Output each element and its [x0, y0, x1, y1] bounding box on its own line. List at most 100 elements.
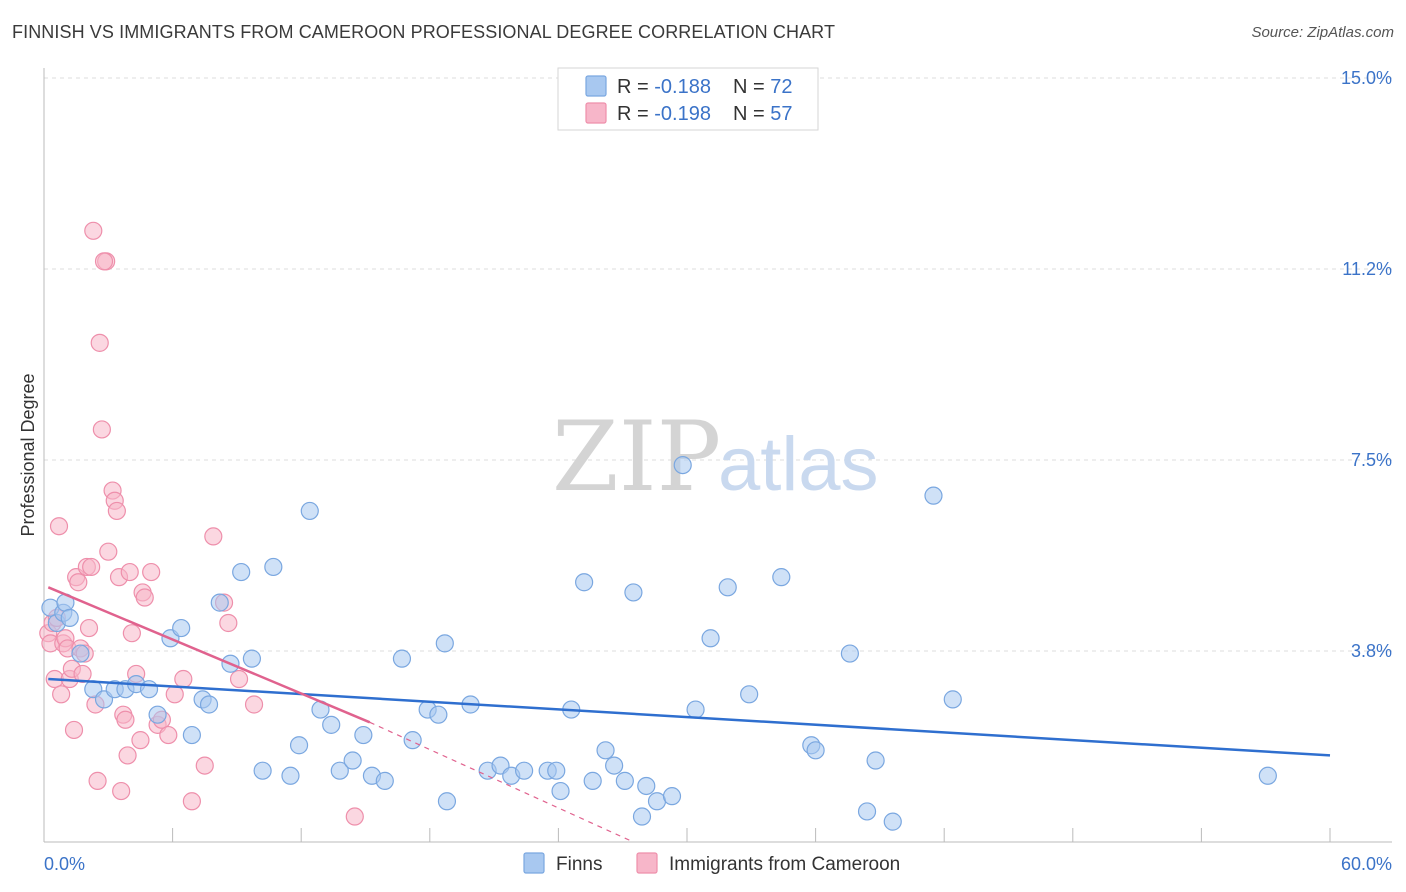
legend-n-value-finns: 72: [770, 76, 792, 98]
x-ticks: [172, 828, 1331, 842]
cameroon-point: [92, 420, 111, 439]
legend-r-value-finns: -0.188: [654, 76, 711, 98]
finns-point: [429, 705, 448, 724]
cameroon-point: [112, 781, 131, 801]
cameroon-point: [79, 618, 99, 638]
finns-point: [375, 771, 394, 790]
grid-lines: [44, 77, 1392, 652]
cameroon-point: [120, 562, 139, 582]
y-tick-label: 11.2%: [1342, 259, 1392, 279]
source-credit: Source: ZipAtlas.com: [1251, 24, 1394, 41]
finns-point: [354, 725, 373, 745]
finns-point: [199, 695, 219, 714]
finns-point: [232, 562, 251, 582]
finns-point: [392, 649, 412, 668]
cameroon-point: [49, 517, 69, 536]
finns-point: [60, 608, 79, 627]
finns-point: [575, 573, 594, 592]
cameroon-point: [244, 695, 264, 714]
finns-point: [547, 761, 566, 780]
y-axis-label: Professional Degree: [18, 373, 38, 536]
legend-n-label-cameroon: N = 57: [733, 103, 793, 125]
finns-point: [182, 725, 201, 745]
axes: [43, 68, 1392, 843]
finns-point: [637, 776, 656, 796]
finns-point: [615, 771, 634, 790]
bottom-legend-label-finns: Finns: [556, 854, 602, 875]
bottom-legend-swatch-cameroon: [636, 852, 658, 874]
y-tick-label: 7.5%: [1351, 450, 1392, 470]
finns-trend-line: [48, 677, 1331, 757]
legend-swatch-cameroon: [585, 102, 607, 124]
series-cameroon-points: [39, 221, 364, 826]
finns-point: [172, 618, 191, 638]
cameroon-point: [219, 613, 238, 633]
finns-point: [264, 557, 283, 577]
finns-point: [857, 802, 877, 821]
legend-swatch-finns: [585, 75, 607, 97]
legend-n-label-finns: N = 72: [733, 76, 793, 98]
cameroon-point: [182, 792, 201, 811]
cameroon-point: [135, 588, 154, 607]
legend-r-label-finns: R = -0.188: [617, 76, 711, 98]
cameroon-point: [99, 542, 118, 561]
finns-point: [1258, 766, 1277, 785]
finns-point: [632, 807, 652, 826]
finns-point: [281, 766, 300, 785]
cameroon-point: [116, 710, 135, 729]
finns-point: [437, 792, 457, 811]
x-tick-label-max: 60.0%: [1341, 854, 1392, 874]
cameroon-point: [195, 756, 214, 775]
cameroon-point: [94, 252, 114, 271]
finns-point: [701, 629, 720, 648]
finns-point: [943, 690, 962, 709]
cameroon-point: [69, 573, 88, 592]
cameroon-point: [131, 731, 150, 750]
cameroon-point: [84, 221, 103, 240]
series-finns-points: [41, 455, 1277, 831]
finns-point: [551, 781, 570, 801]
bottom-legend-label-cameroon: Immigrants from Cameroon: [669, 854, 900, 875]
x-tick-label-min: 0.0%: [44, 854, 85, 874]
chart-title: FINNISH VS IMMIGRANTS FROM CAMEROON PROF…: [12, 22, 836, 42]
finns-point: [139, 680, 159, 699]
cameroon-point: [229, 669, 249, 689]
finns-point: [624, 583, 643, 602]
finns-point: [686, 700, 705, 719]
finns-point: [605, 756, 624, 775]
y-tick-labels: 3.8% 7.5% 11.2% 15.0%: [1341, 68, 1392, 661]
watermark-zip: ZIP: [552, 401, 721, 513]
trend-lines: [47, 586, 1331, 843]
cameroon-point: [82, 557, 101, 577]
finns-point: [806, 741, 825, 760]
finns-point: [924, 486, 943, 505]
finns-point: [662, 787, 682, 806]
finns-point: [71, 644, 90, 663]
finns-point: [330, 761, 349, 780]
finns-point: [866, 751, 885, 770]
finns-point: [289, 736, 309, 755]
cameroon-point: [52, 685, 71, 704]
legend-r-value-cameroon: -0.198: [654, 103, 711, 125]
cameroon-point: [118, 746, 137, 765]
legend: R = -0.188 N = 72 R = -0.198 N = 57: [557, 67, 819, 131]
finns-point: [300, 501, 319, 521]
finns-point: [583, 771, 602, 790]
finns-point: [322, 715, 341, 734]
bottom-legend: Finns Immigrants from Cameroon: [523, 852, 900, 875]
cameroon-point: [88, 771, 107, 790]
cameroon-point: [174, 669, 193, 689]
cameroon-point: [64, 720, 84, 740]
finns-point: [210, 593, 229, 612]
cameroon-point: [90, 333, 109, 352]
finns-point: [772, 568, 791, 587]
finns-point: [515, 761, 534, 780]
bottom-legend-swatch-finns: [523, 852, 545, 874]
cameroon-point: [204, 527, 223, 546]
cameroon-point: [122, 624, 141, 643]
cameroon-trend-line: [47, 586, 371, 724]
cameroon-point: [165, 685, 184, 704]
legend-r-label-cameroon: R = -0.198: [617, 103, 711, 125]
finns-point: [740, 685, 759, 704]
